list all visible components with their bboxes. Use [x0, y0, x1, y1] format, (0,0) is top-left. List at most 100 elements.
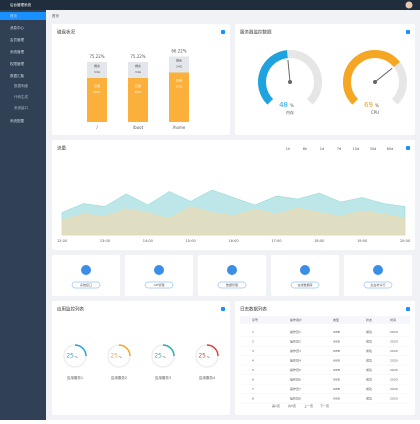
- gauge-number: 69: [364, 101, 373, 109]
- panel-icon[interactable]: [221, 30, 225, 34]
- pager-item[interactable]: 下一页: [320, 404, 329, 408]
- table-cell: 1: [252, 330, 254, 334]
- gauge-unit: %: [375, 103, 379, 108]
- table-cell: 2020: [390, 359, 398, 363]
- panel-icon[interactable]: [406, 307, 410, 311]
- table-cell: 2020: [390, 387, 398, 391]
- gauge-number: 48: [279, 101, 288, 109]
- shortcut-pill[interactable]: [71, 281, 101, 289]
- table-cell: WEB: [333, 378, 340, 382]
- shortcut-label[interactable]: 系统接口: [80, 282, 92, 287]
- menu-item[interactable]: 系统管理: [10, 49, 24, 54]
- x-tick-label: 18:00: [314, 239, 324, 243]
- table-cell: 2: [252, 340, 254, 344]
- panel-icon[interactable]: [406, 30, 410, 34]
- menu-active: [0, 12, 46, 20]
- table-cell: 7: [252, 387, 254, 391]
- free-text: 剩余: [176, 58, 182, 63]
- avatar[interactable]: [405, 1, 413, 9]
- panel-title: 日志数据列表: [240, 306, 267, 313]
- submenu-item[interactable]: 代码生成: [14, 94, 28, 99]
- gauge-name: CPU: [371, 110, 379, 115]
- x-tick-label: 19:00: [357, 239, 367, 243]
- gauge-hub: [373, 80, 377, 84]
- menu-item[interactable]: 权限管理: [10, 61, 24, 66]
- panel: [235, 301, 415, 415]
- disk-free: [169, 56, 189, 73]
- used-value: 80%: [94, 90, 101, 94]
- ring-name: 应用服务4: [199, 375, 216, 380]
- shortcut-label[interactable]: 在线数据库: [297, 282, 312, 287]
- table-header-cell: 类型: [333, 317, 339, 322]
- breadcrumb: 首页: [52, 13, 59, 18]
- gauge-needle: [374, 67, 393, 83]
- shortcut-icon[interactable]: [227, 265, 237, 275]
- ring-number: 25: [110, 353, 118, 360]
- submenu-item[interactable]: 数据明细: [14, 83, 28, 88]
- table-cell: 2020: [390, 378, 398, 382]
- panel: [198, 255, 266, 296]
- menu-item[interactable]: 数据汇聚: [10, 73, 24, 78]
- range-button[interactable]: 7d: [337, 147, 341, 151]
- table-cell: WEB: [333, 397, 340, 401]
- ring-number: 25: [154, 353, 162, 360]
- panel: [125, 255, 193, 296]
- table-cell: 操作员4: [290, 358, 301, 363]
- shortcut-label[interactable]: 数据管理: [226, 282, 238, 287]
- shortcut-pill[interactable]: [363, 281, 393, 289]
- table-cell: 2020: [390, 340, 398, 344]
- table-cell: 成功: [366, 367, 372, 372]
- table-cell: 操作员2: [290, 339, 301, 344]
- shortcut-icon[interactable]: [300, 265, 310, 275]
- table-cell: 成功: [366, 358, 372, 363]
- percent: 66.22%: [171, 49, 186, 54]
- range-button[interactable]: 30d: [370, 147, 377, 151]
- free-value: 34G: [176, 65, 183, 69]
- range-button[interactable]: 1h: [286, 147, 290, 151]
- table-header-cell: 操作用户: [290, 317, 302, 322]
- table-cell: 成功: [366, 377, 372, 382]
- table-cell: 操作员8: [290, 396, 301, 401]
- submenu-item[interactable]: 系统接口: [14, 105, 28, 110]
- disk-name: /: [96, 125, 98, 130]
- pager-item: 共5页: [288, 403, 296, 408]
- shortcut-label[interactable]: API管理: [154, 282, 165, 287]
- table-cell: 5: [252, 368, 254, 372]
- shortcut-pill[interactable]: [144, 281, 174, 289]
- range-button[interactable]: 1d: [320, 147, 324, 151]
- table-cell: 成功: [366, 329, 372, 334]
- ring-value: [118, 344, 131, 357]
- traffic-area: [61, 206, 406, 236]
- menu-item[interactable]: 系统配置: [10, 118, 24, 123]
- table-header-cell: 状态: [366, 317, 372, 322]
- panel-icon[interactable]: [221, 307, 225, 311]
- pager-item[interactable]: 上一页: [304, 403, 313, 408]
- gauge-needle: [287, 60, 291, 83]
- menu-item[interactable]: 首页: [10, 13, 17, 18]
- table-cell: WEB: [333, 340, 340, 344]
- x-tick-label: 15:00: [186, 239, 196, 243]
- panel-icon[interactable]: [406, 146, 410, 150]
- table-header-cell: 时间: [390, 317, 396, 322]
- shortcut-label[interactable]: 后台命令行: [370, 282, 385, 287]
- table-header-cell: 序号: [252, 317, 258, 322]
- x-tick-label: 13:00: [100, 239, 110, 243]
- sidebar: [0, 10, 46, 420]
- shortcut-pill[interactable]: [290, 281, 320, 289]
- table-cell: 2020: [390, 349, 398, 353]
- used-value: 80%: [135, 90, 142, 94]
- menu-item[interactable]: 消息中心: [10, 25, 24, 30]
- shortcut-icon[interactable]: [154, 265, 164, 275]
- range-button[interactable]: 6h: [303, 147, 307, 151]
- x-tick-label: 16:00: [228, 239, 238, 243]
- table-cell: 操作员7: [290, 386, 301, 391]
- shortcut-icon[interactable]: [373, 265, 383, 275]
- shortcut-icon[interactable]: [81, 265, 91, 275]
- table-cell: 6: [252, 378, 254, 382]
- range-button[interactable]: 60d: [387, 147, 394, 151]
- shortcut-pill[interactable]: [217, 281, 247, 289]
- range-button[interactable]: 15d: [353, 147, 360, 151]
- menu-item[interactable]: 会员管理: [10, 37, 24, 42]
- disk-free: [87, 62, 107, 78]
